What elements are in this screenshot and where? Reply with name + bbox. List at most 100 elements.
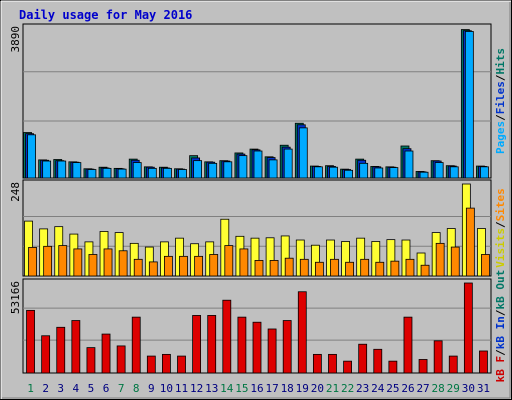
bar-kb-f-day-12 — [192, 315, 202, 374]
legend: Visits/Sites — [494, 188, 507, 268]
bar-kb-f-day-2 — [41, 335, 51, 374]
bar-pages-day-25 — [389, 167, 399, 179]
legend-item: / — [494, 114, 507, 121]
bar-sites-day-8 — [133, 258, 143, 277]
bar-kb-f-day-27 — [418, 359, 428, 374]
day-label-16: 16 — [250, 382, 263, 395]
bar-sites-day-28 — [435, 242, 445, 277]
bar-kb-f-day-11 — [177, 355, 186, 374]
bar-sites-day-9 — [148, 261, 158, 277]
bar-pages-day-22 — [344, 169, 353, 179]
bar-sites-day-11 — [179, 255, 188, 277]
legend-item: / — [494, 74, 507, 81]
legend-item: kB F — [494, 356, 507, 383]
bar-kb-f-day-23 — [358, 343, 368, 374]
bar-kb-f-day-6 — [101, 333, 111, 374]
bar-sites-day-3 — [58, 245, 68, 277]
bar-pages-day-9 — [147, 167, 157, 179]
bar-sites-day-19 — [299, 258, 309, 277]
max-label: 3890 — [9, 26, 22, 53]
day-label-25: 25 — [386, 382, 399, 395]
bar-pages-day-14 — [223, 161, 233, 179]
bar-pages-day-27 — [419, 171, 429, 179]
day-label-22: 22 — [341, 382, 354, 395]
legend-item: / — [494, 349, 507, 356]
legend-item: kB In — [494, 316, 507, 349]
bar-pages-day-4 — [72, 162, 82, 179]
bar-pages-day-18 — [283, 148, 293, 179]
bar-sites-day-10 — [164, 255, 173, 277]
day-label-18: 18 — [281, 382, 294, 395]
bar-pages-day-24 — [374, 167, 384, 179]
bar-kb-f-day-18 — [282, 320, 292, 374]
day-label-20: 20 — [311, 382, 324, 395]
day-label-27: 27 — [416, 382, 429, 395]
bar-kb-f-day-7 — [116, 345, 126, 374]
legend: Pages/Files/Hits — [494, 48, 507, 154]
bar-sites-day-30 — [465, 207, 475, 277]
bar-sites-day-20 — [314, 261, 324, 277]
max-label: 248 — [9, 182, 22, 202]
chart-title: Daily usage for May 2016 — [19, 8, 192, 22]
day-label-30: 30 — [462, 382, 475, 395]
day-label-8: 8 — [133, 382, 140, 395]
day-label-29: 29 — [447, 382, 460, 395]
bar-pages-day-31 — [480, 166, 489, 179]
day-label-15: 15 — [235, 382, 248, 395]
bar-kb-f-day-30 — [463, 282, 473, 374]
bar-sites-day-15 — [239, 248, 249, 277]
chart-panels: 3890Pages/Files/Hits248Visits/Sites53166… — [9, 23, 507, 383]
legend-item: Sites — [494, 188, 507, 221]
legend-item: kB Out — [494, 270, 507, 310]
day-label-7: 7 — [118, 382, 125, 395]
bar-kb-f-day-3 — [56, 326, 66, 374]
legend-item: Visits — [494, 228, 507, 268]
day-label-6: 6 — [103, 382, 110, 395]
bar-sites-day-4 — [73, 248, 83, 277]
bar-pages-day-3 — [57, 160, 67, 179]
bar-sites-day-23 — [360, 258, 370, 277]
day-labels: 1 2 3 4 5 6 7 8 9 10 11 12 13 14 15 16 17 18 19 20 21 22 23 24 2… — [27, 382, 490, 395]
day-label-17: 17 — [265, 382, 278, 395]
bar-sites-day-24 — [375, 261, 385, 277]
day-label-23: 23 — [356, 382, 369, 395]
max-label: 53166 — [9, 281, 22, 314]
bar-pages-day-20 — [313, 166, 323, 179]
bar-kb-f-day-24 — [373, 348, 383, 374]
bar-sites-day-18 — [284, 257, 294, 277]
panel-pages-files-hits: 3890 Pages/Files/Hits — [9, 23, 507, 179]
bar-pages-day-5 — [87, 169, 97, 179]
bar-kb-f-day-8 — [131, 316, 141, 374]
legend-item: / — [494, 309, 507, 316]
bar-kb-f-day-9 — [146, 355, 156, 374]
panel-visits-sites: 248 Visits/Sites — [9, 179, 507, 277]
bar-pages-day-6 — [102, 167, 112, 179]
bar-pages-day-21 — [329, 166, 338, 179]
bar-sites-day-22 — [345, 261, 354, 277]
day-label-2: 2 — [42, 382, 49, 395]
bar-pages-day-13 — [208, 162, 218, 179]
bar-pages-day-11 — [178, 169, 187, 179]
bar-sites-day-26 — [405, 258, 415, 277]
bar-pages-day-1 — [27, 134, 36, 179]
bar-pages-day-23 — [359, 162, 369, 179]
bar-kb-f-day-20 — [312, 353, 322, 374]
bar-sites-day-21 — [330, 258, 339, 277]
legend-item: Pages — [494, 121, 507, 154]
bar-pages-day-8 — [132, 162, 142, 179]
day-label-14: 14 — [220, 382, 234, 395]
bar-kb-f-day-17 — [267, 328, 277, 374]
bar-kb-f-day-15 — [237, 316, 247, 374]
bar-kb-f-day-19 — [297, 291, 307, 374]
bar-pages-day-16 — [253, 150, 263, 179]
bar-sites-day-27 — [420, 264, 430, 277]
bar-pages-day-30 — [464, 31, 474, 179]
bar-sites-day-12 — [194, 255, 204, 277]
bar-sites-day-2 — [43, 245, 53, 277]
day-label-11: 11 — [175, 382, 188, 395]
bar-pages-day-19 — [298, 127, 308, 179]
bar-pages-day-2 — [42, 160, 52, 179]
legend-item: / — [494, 221, 507, 228]
bar-kb-f-day-22 — [343, 360, 352, 374]
